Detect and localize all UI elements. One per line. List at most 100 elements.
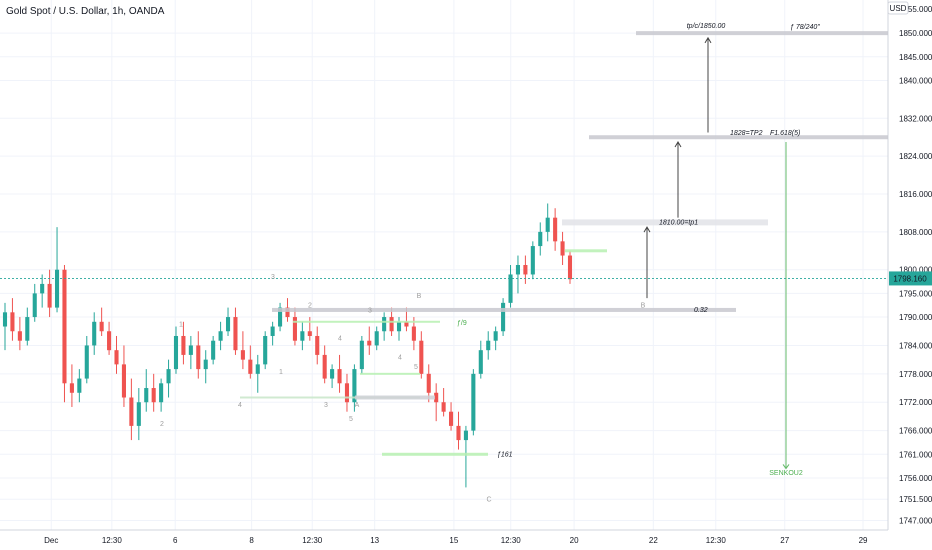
candle-body: [196, 345, 201, 370]
candle-body: [107, 331, 112, 351]
time-tick-label: 20: [570, 536, 579, 545]
price-tick-label: 1808.000: [899, 228, 932, 237]
candle-body: [300, 331, 305, 341]
candle-body: [530, 246, 535, 275]
time-tick-label: 8: [249, 536, 254, 545]
candle-body: [25, 317, 30, 341]
level-label-f1618: F1.618(5): [770, 130, 800, 137]
currency-badge: [887, 1, 909, 15]
price-tick-label: 1761.000: [899, 450, 932, 459]
candle-body: [382, 317, 387, 332]
price-tick-label: 1747.000: [899, 517, 932, 526]
candle-body: [263, 335, 268, 365]
candle-body: [54, 269, 60, 308]
price-tick-label: 1766.000: [899, 427, 932, 436]
candle-body: [367, 340, 372, 346]
wave-label: 1: [279, 369, 283, 376]
price-tick-label-top: 1855.000: [899, 5, 932, 14]
time-tick-label: 15: [449, 536, 458, 545]
price-tick-label: 1832.000: [899, 114, 932, 123]
candle-body: [501, 302, 506, 332]
candle-body: [218, 331, 223, 341]
candle-body: [47, 283, 52, 308]
wave-label: 3: [368, 307, 372, 314]
price-tick-label: 1850.000: [899, 29, 932, 38]
time-tick-label: 12:30: [102, 536, 123, 545]
candle-body: [560, 241, 565, 256]
candle-body: [426, 373, 431, 393]
candle-body: [69, 383, 74, 393]
candle-body: [166, 369, 171, 384]
candle-body: [359, 340, 364, 370]
candle-body: [396, 321, 402, 332]
candle-body: [478, 350, 483, 374]
price-tick-label: 1824.000: [899, 152, 932, 161]
support-level-zone: [240, 396, 420, 399]
level-label-f78: ƒ 78/240": [790, 24, 820, 31]
candle-body: [278, 307, 283, 327]
chart-title: Gold Spot / U.S. Dollar, 1h, OANDA: [6, 6, 165, 17]
price-tick-label: 1751.500: [899, 495, 932, 504]
wave-label: B: [417, 293, 422, 300]
price-tick-label: 1778.000: [899, 370, 932, 379]
senkou-target-arrowhead: [782, 464, 790, 470]
candle-body: [508, 274, 513, 303]
candle-body: [121, 364, 126, 398]
wave-label: B: [641, 303, 646, 310]
fib-032-level-zone: [272, 307, 736, 312]
wave-label: 2: [160, 421, 164, 428]
price-tick-label: 1800.000: [899, 266, 932, 275]
wave-label: A: [355, 402, 360, 409]
wave-label: 1: [179, 322, 183, 329]
candle-body: [211, 340, 216, 360]
candle-body: [144, 388, 149, 403]
level-label-f161: ƒ161: [497, 451, 513, 458]
candle-body: [352, 369, 357, 403]
candle-body: [463, 430, 468, 441]
wave-label: 4: [238, 402, 242, 409]
candle-body: [411, 326, 416, 341]
candle-body: [99, 321, 104, 332]
candle-body: [129, 397, 134, 426]
wave-label: 5: [349, 416, 353, 423]
candle-body: [553, 217, 558, 242]
candle-body: [322, 354, 327, 379]
candle-body: [17, 331, 22, 341]
arrow-to-tp2-head: [674, 140, 682, 148]
tp3-level-zone: [636, 31, 888, 36]
wave-label: 3: [271, 274, 275, 281]
candle-body: [225, 317, 231, 332]
current-price-label: 1798.160: [893, 274, 927, 283]
candle-body: [515, 265, 521, 275]
time-tick-label: 12:30: [501, 536, 522, 545]
candle-body: [136, 402, 141, 426]
candle-body: [255, 364, 260, 374]
candle-body: [84, 345, 89, 379]
green-level-zone-2: [360, 372, 420, 375]
candle-body: [203, 359, 208, 370]
candle-body: [159, 383, 164, 403]
wave-label: 4: [398, 355, 402, 362]
wave-label: 2: [308, 303, 312, 310]
candle-body: [114, 350, 119, 365]
level-label-tp1: 1810.00=tp1: [659, 219, 698, 226]
time-tick-label: 29: [859, 536, 868, 545]
price-tick-label: 1756.000: [899, 474, 932, 483]
candle-body: [10, 312, 15, 332]
time-tick-label: 13: [370, 536, 379, 545]
f161-level-zone: [382, 452, 488, 456]
tp1-level-zone: [562, 219, 768, 226]
candle-body: [240, 350, 245, 360]
level-label-senkou2: SENKOU2: [769, 470, 803, 477]
arrow-to-tp3-head: [704, 36, 712, 44]
candle-body: [486, 340, 491, 351]
wave-label: 4: [338, 336, 342, 343]
candle-body: [233, 317, 238, 351]
time-tick-label: 12:30: [302, 536, 323, 545]
wave-label: C: [486, 497, 491, 504]
time-tick-label: 6: [173, 536, 178, 545]
candle-body: [538, 231, 543, 247]
level-label-tp2: 1828=TP2: [730, 130, 763, 137]
green-level-zone: [293, 320, 440, 323]
